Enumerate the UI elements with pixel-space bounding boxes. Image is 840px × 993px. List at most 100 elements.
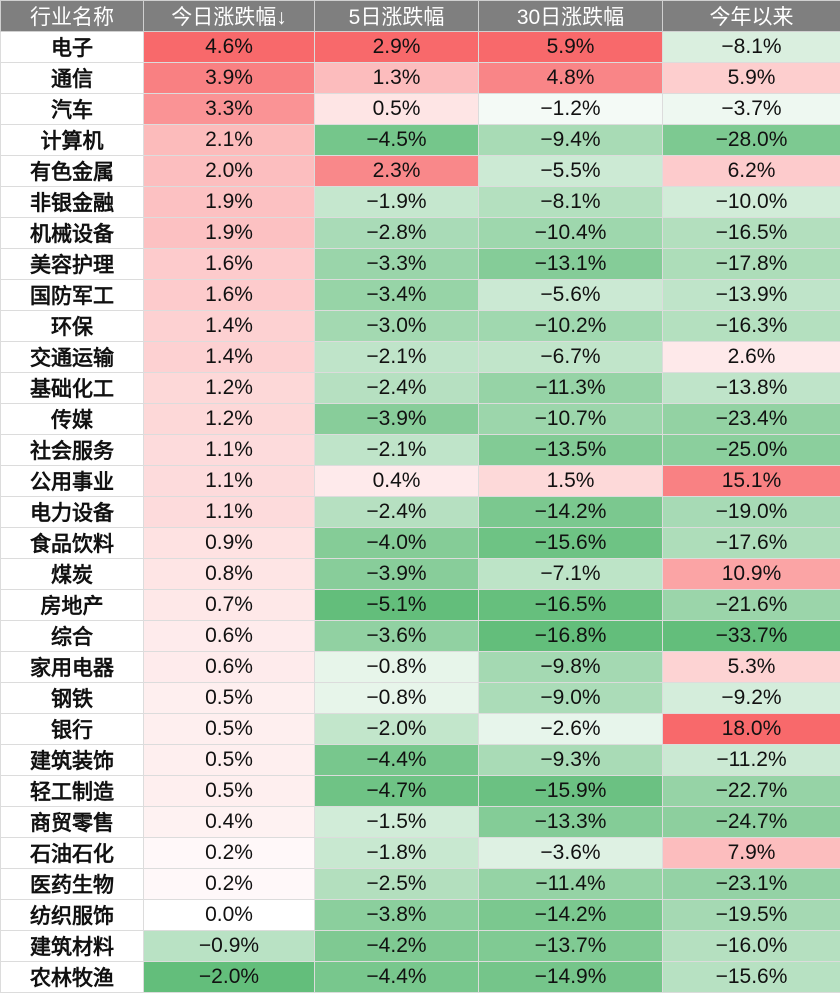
industry-name-cell: 国防军工 (1, 280, 144, 311)
industry-name-cell: 社会服务 (1, 435, 144, 466)
30day-change-cell: −14.2% (479, 900, 663, 931)
5day-change-cell: −2.1% (315, 342, 479, 373)
today-change-cell: 0.5% (144, 683, 315, 714)
ytd-change-cell: −13.9% (663, 280, 840, 311)
ytd-change-cell: −16.3% (663, 311, 840, 342)
30day-change-cell: −9.8% (479, 652, 663, 683)
30day-change-cell: 4.8% (479, 63, 663, 94)
5day-change-cell: 2.9% (315, 32, 479, 63)
5day-change-cell: −3.8% (315, 900, 479, 931)
today-change-cell: 0.8% (144, 559, 315, 590)
ytd-change-cell: −28.0% (663, 125, 840, 156)
30day-change-cell: −2.6% (479, 714, 663, 745)
ytd-change-cell: −11.2% (663, 745, 840, 776)
ytd-change-cell: 5.9% (663, 63, 840, 94)
today-change-cell: 3.9% (144, 63, 315, 94)
5day-change-cell: −4.0% (315, 528, 479, 559)
30day-change-cell: −9.4% (479, 125, 663, 156)
5day-change-cell: −3.3% (315, 249, 479, 280)
ytd-change-cell: −17.8% (663, 249, 840, 280)
5day-change-cell: −3.0% (315, 311, 479, 342)
industry-name-cell: 电力设备 (1, 497, 144, 528)
industry-name-cell: 通信 (1, 63, 144, 94)
ytd-change-cell: 10.9% (663, 559, 840, 590)
today-change-cell: 1.1% (144, 466, 315, 497)
industry-name-cell: 机械设备 (1, 218, 144, 249)
30day-change-cell: −8.1% (479, 187, 663, 218)
industry-name-cell: 农林牧渔 (1, 962, 144, 993)
30day-change-cell: −13.1% (479, 249, 663, 280)
5day-change-cell: −4.5% (315, 125, 479, 156)
5day-change-cell: −2.8% (315, 218, 479, 249)
today-change-cell: 0.0% (144, 900, 315, 931)
header-row: 行业名称 今日涨跌幅↓ 5日涨跌幅 30日涨跌幅 今年以来 (1, 1, 840, 32)
header-30day-change[interactable]: 30日涨跌幅 (479, 1, 663, 32)
30day-change-cell: 5.9% (479, 32, 663, 63)
today-change-cell: 1.6% (144, 280, 315, 311)
30day-change-cell: −16.5% (479, 590, 663, 621)
5day-change-cell: −4.4% (315, 745, 479, 776)
30day-change-cell: −5.6% (479, 280, 663, 311)
30day-change-cell: −14.2% (479, 497, 663, 528)
30day-change-cell: 1.5% (479, 466, 663, 497)
header-ytd-change[interactable]: 今年以来 (663, 1, 840, 32)
industry-name-cell: 汽车 (1, 94, 144, 125)
ytd-change-cell: −13.8% (663, 373, 840, 404)
30day-change-cell: −9.3% (479, 745, 663, 776)
industry-name-cell: 环保 (1, 311, 144, 342)
today-change-cell: 1.9% (144, 187, 315, 218)
ytd-change-cell: −23.1% (663, 869, 840, 900)
ytd-change-cell: −9.2% (663, 683, 840, 714)
30day-change-cell: −11.3% (479, 373, 663, 404)
ytd-change-cell: 5.3% (663, 652, 840, 683)
30day-change-cell: −15.9% (479, 776, 663, 807)
industry-name-cell: 纺织服饰 (1, 900, 144, 931)
industry-name-cell: 计算机 (1, 125, 144, 156)
5day-change-cell: −0.8% (315, 652, 479, 683)
ytd-change-cell: −17.6% (663, 528, 840, 559)
header-5day-change[interactable]: 5日涨跌幅 (315, 1, 479, 32)
industry-name-cell: 银行 (1, 714, 144, 745)
header-industry-name[interactable]: 行业名称 (1, 1, 144, 32)
30day-change-cell: −5.5% (479, 156, 663, 187)
industry-name-cell: 建筑装饰 (1, 745, 144, 776)
5day-change-cell: −1.9% (315, 187, 479, 218)
header-today-change[interactable]: 今日涨跌幅↓ (144, 1, 315, 32)
ytd-change-cell: −19.5% (663, 900, 840, 931)
ytd-change-cell: −33.7% (663, 621, 840, 652)
30day-change-cell: −10.2% (479, 311, 663, 342)
5day-change-cell: 0.5% (315, 94, 479, 125)
industry-name-cell: 房地产 (1, 590, 144, 621)
5day-change-cell: −0.8% (315, 683, 479, 714)
today-change-cell: 1.4% (144, 311, 315, 342)
5day-change-cell: −4.4% (315, 962, 479, 993)
industry-name-cell: 有色金属 (1, 156, 144, 187)
today-change-cell: −2.0% (144, 962, 315, 993)
today-change-cell: 4.6% (144, 32, 315, 63)
today-change-cell: 1.6% (144, 249, 315, 280)
industry-name-cell: 商贸零售 (1, 807, 144, 838)
today-change-cell: 1.1% (144, 497, 315, 528)
30day-change-cell: −15.6% (479, 528, 663, 559)
today-change-cell: 0.6% (144, 621, 315, 652)
30day-change-cell: −10.4% (479, 218, 663, 249)
today-change-cell: 0.5% (144, 776, 315, 807)
